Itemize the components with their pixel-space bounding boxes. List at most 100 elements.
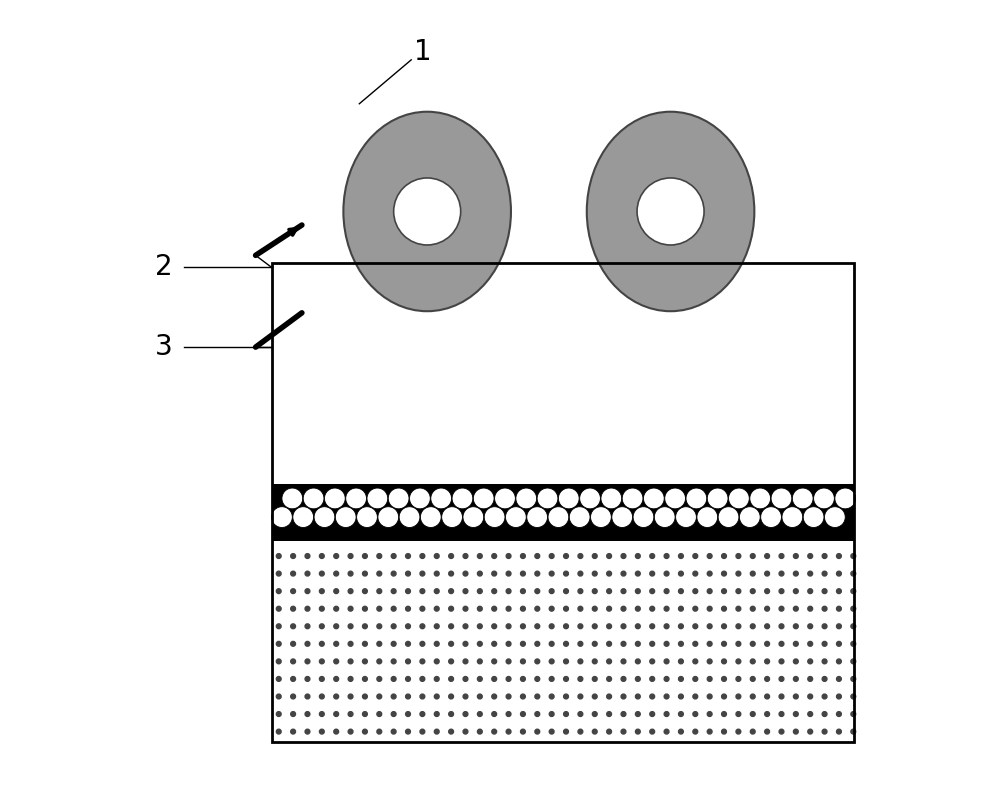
Circle shape [779,606,784,611]
Circle shape [649,624,654,629]
Circle shape [477,554,482,559]
Circle shape [664,642,669,646]
Circle shape [771,488,792,509]
Circle shape [851,659,855,664]
Circle shape [637,178,704,245]
Circle shape [377,571,382,576]
Circle shape [492,554,497,559]
Circle shape [736,677,741,681]
Circle shape [578,712,583,717]
Circle shape [722,694,727,699]
Circle shape [448,677,453,681]
Circle shape [851,642,855,646]
Circle shape [320,606,325,611]
Circle shape [492,659,497,664]
Circle shape [779,554,784,559]
Circle shape [549,694,554,699]
Circle shape [707,677,712,681]
Circle shape [793,554,798,559]
Circle shape [391,694,396,699]
Circle shape [391,554,396,559]
Circle shape [563,606,568,611]
Circle shape [549,624,554,629]
Circle shape [607,554,612,559]
Circle shape [435,694,440,699]
Circle shape [406,554,411,559]
Circle shape [678,659,683,664]
Circle shape [592,642,597,646]
Circle shape [521,712,526,717]
Circle shape [334,606,339,611]
Circle shape [391,659,396,664]
Polygon shape [271,529,854,541]
Circle shape [420,606,425,611]
Circle shape [448,554,453,559]
Circle shape [607,606,612,611]
Circle shape [463,589,468,594]
Circle shape [678,554,683,559]
Circle shape [822,571,827,576]
Circle shape [282,488,303,509]
Circle shape [362,677,367,681]
Circle shape [793,571,798,576]
Circle shape [750,677,755,681]
Circle shape [521,606,526,611]
Circle shape [693,712,698,717]
Circle shape [535,571,540,576]
Circle shape [391,624,396,629]
Circle shape [291,642,295,646]
Circle shape [649,729,654,734]
Circle shape [607,624,612,629]
Circle shape [808,694,813,699]
Circle shape [808,659,813,664]
Circle shape [693,571,698,576]
Circle shape [406,606,411,611]
Circle shape [276,659,281,664]
Circle shape [377,659,382,664]
Circle shape [621,659,626,664]
Circle shape [527,507,547,527]
Circle shape [276,589,281,594]
Circle shape [535,606,540,611]
Circle shape [779,694,784,699]
Circle shape [736,712,741,717]
Circle shape [592,606,597,611]
Circle shape [578,554,583,559]
Circle shape [521,624,526,629]
Circle shape [563,694,568,699]
Circle shape [276,694,281,699]
Circle shape [406,589,411,594]
Circle shape [707,606,712,611]
Circle shape [535,659,540,664]
Circle shape [406,712,411,717]
Circle shape [664,554,669,559]
Circle shape [303,488,324,509]
Circle shape [492,642,497,646]
Circle shape [410,488,431,509]
Circle shape [463,624,468,629]
Circle shape [793,712,798,717]
Circle shape [722,606,727,611]
Circle shape [722,624,727,629]
Circle shape [736,729,741,734]
Circle shape [535,677,540,681]
Circle shape [291,694,295,699]
Circle shape [473,488,494,509]
Circle shape [678,624,683,629]
Circle shape [764,694,769,699]
Circle shape [750,624,755,629]
Circle shape [764,589,769,594]
Circle shape [678,642,683,646]
Circle shape [477,589,482,594]
Circle shape [362,554,367,559]
Circle shape [463,677,468,681]
Circle shape [406,624,411,629]
Circle shape [760,507,781,527]
Circle shape [492,712,497,717]
Circle shape [851,677,855,681]
Circle shape [825,507,845,527]
Circle shape [336,507,356,527]
Circle shape [548,507,569,527]
Circle shape [779,659,784,664]
Circle shape [808,554,813,559]
